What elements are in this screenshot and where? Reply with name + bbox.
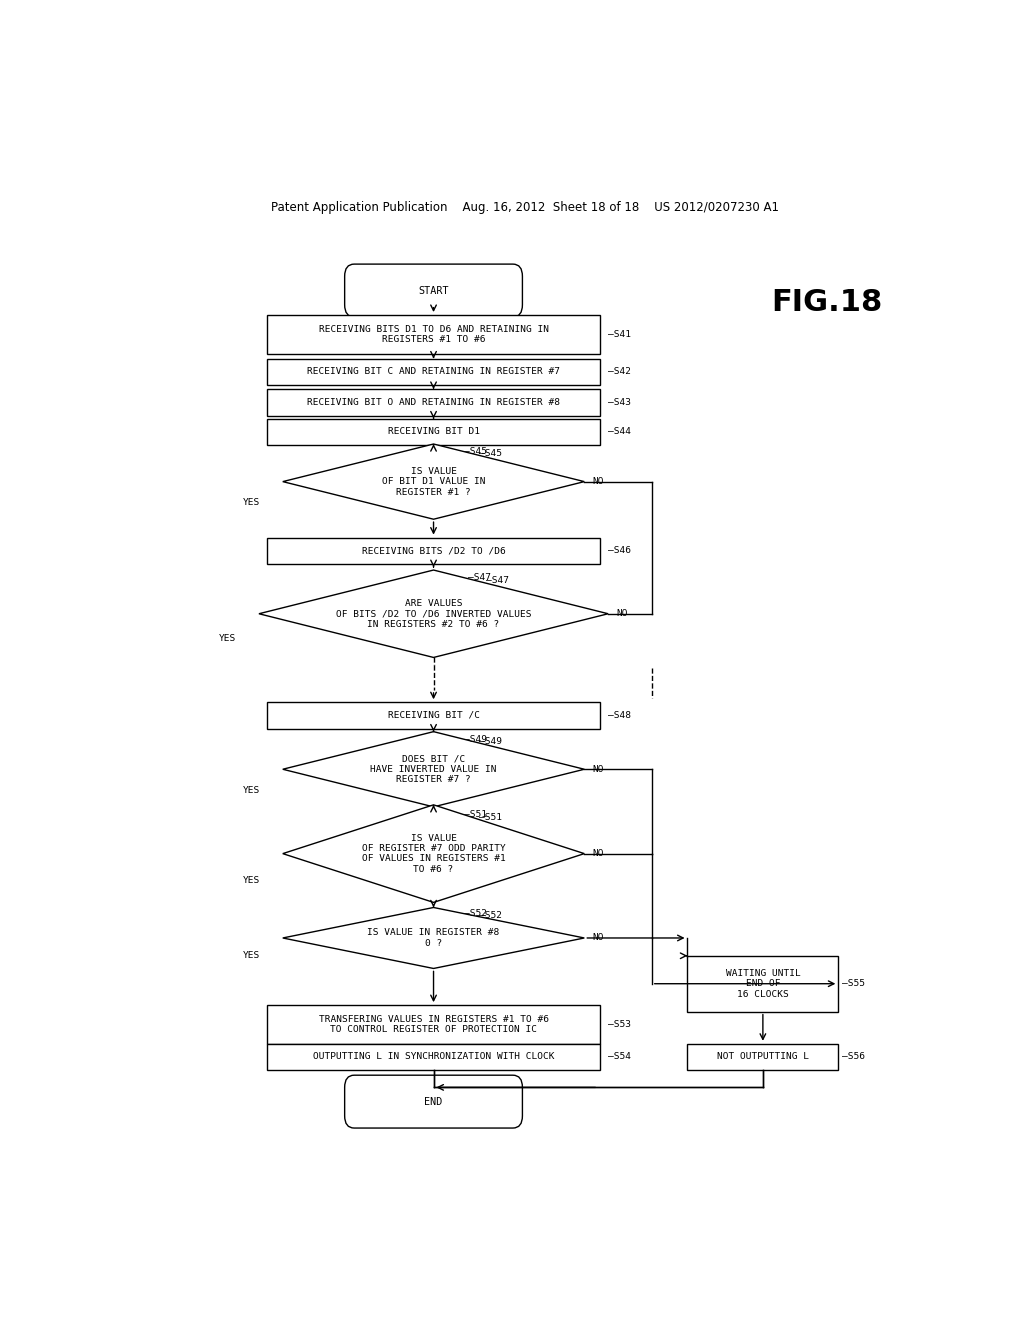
Text: NO: NO (592, 477, 604, 486)
Text: IS VALUE IN REGISTER #8
0 ?: IS VALUE IN REGISTER #8 0 ? (368, 928, 500, 948)
Text: —S51: —S51 (464, 810, 486, 820)
Text: RECEIVING BIT D1: RECEIVING BIT D1 (387, 428, 479, 437)
Text: —S54: —S54 (608, 1052, 631, 1061)
Bar (267, 702, 600, 729)
Text: RECEIVING BITS D1 TO D6 AND RETAINING IN
REGISTERS #1 TO #6: RECEIVING BITS D1 TO D6 AND RETAINING IN… (318, 325, 549, 345)
Polygon shape (283, 444, 585, 519)
Bar (687, 956, 839, 1011)
Text: WAITING UNTIL
END OF
16 CLOCKS: WAITING UNTIL END OF 16 CLOCKS (726, 969, 800, 999)
Text: —S48: —S48 (608, 711, 631, 719)
FancyBboxPatch shape (345, 264, 522, 317)
Text: —S41: —S41 (608, 330, 631, 339)
Text: RECEIVING BIT O AND RETAINING IN REGISTER #8: RECEIVING BIT O AND RETAINING IN REGISTE… (307, 397, 560, 407)
Text: NO: NO (592, 849, 604, 858)
Text: RECEIVING BIT /C: RECEIVING BIT /C (387, 711, 479, 719)
Text: RECEIVING BIT C AND RETAINING IN REGISTER #7: RECEIVING BIT C AND RETAINING IN REGISTE… (307, 367, 560, 376)
Text: YES: YES (218, 634, 236, 643)
Text: —S46: —S46 (608, 546, 631, 556)
Text: YES: YES (243, 785, 260, 795)
Bar (267, 1005, 600, 1044)
Text: —S44: —S44 (608, 428, 631, 437)
Text: —S51: —S51 (479, 813, 502, 821)
Text: —S47: —S47 (468, 573, 492, 582)
Text: END: END (424, 1097, 442, 1106)
Text: NOT OUTPUTTING L: NOT OUTPUTTING L (717, 1052, 809, 1061)
Text: NO: NO (592, 764, 604, 774)
Bar (267, 389, 600, 416)
Text: —S56: —S56 (842, 1052, 865, 1061)
Text: IS VALUE
OF REGISTER #7 ODD PARITY
OF VALUES IN REGISTERS #1
TO #6 ?: IS VALUE OF REGISTER #7 ODD PARITY OF VA… (361, 833, 506, 874)
Text: START: START (418, 285, 449, 296)
Polygon shape (283, 731, 585, 807)
Text: NO: NO (592, 933, 604, 942)
Text: —S52: —S52 (479, 911, 502, 920)
Text: —S53: —S53 (608, 1020, 631, 1028)
Text: RECEIVING BITS /D2 TO /D6: RECEIVING BITS /D2 TO /D6 (361, 546, 506, 556)
Text: YES: YES (243, 498, 260, 507)
Text: —S45: —S45 (464, 447, 486, 455)
FancyBboxPatch shape (345, 1076, 522, 1129)
Text: FIG.18: FIG.18 (771, 288, 882, 317)
Polygon shape (283, 805, 585, 903)
Bar (267, 315, 600, 354)
Polygon shape (259, 570, 608, 657)
Polygon shape (283, 907, 585, 969)
Bar (267, 537, 600, 564)
Text: —S47: —S47 (486, 577, 509, 586)
Text: TRANSFERING VALUES IN REGISTERS #1 TO #6
TO CONTROL REGISTER OF PROTECTION IC: TRANSFERING VALUES IN REGISTERS #1 TO #6… (318, 1015, 549, 1034)
Text: Patent Application Publication    Aug. 16, 2012  Sheet 18 of 18    US 2012/02072: Patent Application Publication Aug. 16, … (270, 201, 779, 214)
Text: —S55: —S55 (842, 979, 865, 989)
Bar (687, 1044, 839, 1071)
Text: OUTPUTTING L IN SYNCHRONIZATION WITH CLOCK: OUTPUTTING L IN SYNCHRONIZATION WITH CLO… (312, 1052, 554, 1061)
Text: —S49: —S49 (464, 735, 486, 743)
Text: —S42: —S42 (608, 367, 631, 376)
Text: YES: YES (243, 876, 260, 886)
Bar (267, 1044, 600, 1071)
Text: YES: YES (243, 950, 260, 960)
Text: IS VALUE
OF BIT D1 VALUE IN
REGISTER #1 ?: IS VALUE OF BIT D1 VALUE IN REGISTER #1 … (382, 467, 485, 496)
Text: —S45: —S45 (479, 449, 502, 458)
Text: DOES BIT /C
HAVE INVERTED VALUE IN
REGISTER #7 ?: DOES BIT /C HAVE INVERTED VALUE IN REGIS… (371, 754, 497, 784)
Bar (267, 418, 600, 445)
Text: ARE VALUES
OF BITS /D2 TO /D6 INVERTED VALUES
IN REGISTERS #2 TO #6 ?: ARE VALUES OF BITS /D2 TO /D6 INVERTED V… (336, 599, 531, 628)
Text: —S49: —S49 (479, 737, 502, 746)
Bar (267, 359, 600, 385)
Text: —S43: —S43 (608, 397, 631, 407)
Text: NO: NO (616, 610, 628, 618)
Text: —S52: —S52 (464, 909, 486, 919)
